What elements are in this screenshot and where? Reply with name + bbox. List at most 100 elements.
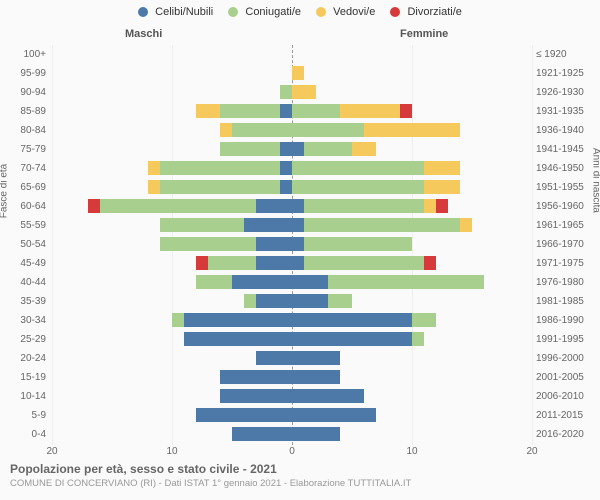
pyramid-row: 60-641956-1960	[52, 197, 532, 216]
bar-segment-ved	[424, 199, 436, 213]
female-bar	[292, 370, 340, 384]
age-label: 10-14	[6, 387, 46, 406]
legend-dot-coniugati	[228, 7, 238, 17]
bar-segment-cel	[292, 351, 340, 365]
pyramid-row: 10-142006-2010	[52, 387, 532, 406]
bar-segment-con	[172, 313, 184, 327]
bar-segment-div	[400, 104, 412, 118]
bar-segment-cel	[292, 218, 304, 232]
pyramid-row: 55-591961-1965	[52, 216, 532, 235]
rows: 100+≤ 192095-991921-192590-941926-193085…	[52, 45, 532, 444]
age-label: 55-59	[6, 216, 46, 235]
female-bar	[292, 199, 448, 213]
bar-segment-ved	[424, 161, 460, 175]
legend-label: Divorziati/e	[407, 6, 461, 18]
birth-label: 1961-1965	[536, 216, 598, 235]
bar-segment-cel	[232, 275, 292, 289]
legend: Celibi/Nubili Coniugati/e Vedovi/e Divor…	[0, 6, 600, 18]
age-label: 80-84	[6, 121, 46, 140]
chart-subtitle: COMUNE DI CONCERVIANO (RI) - Dati ISTAT …	[10, 478, 590, 489]
bar-segment-cel	[280, 180, 292, 194]
bar-segment-con	[160, 237, 256, 251]
birth-label: 1931-1935	[536, 102, 598, 121]
x-tick: 10	[166, 446, 177, 457]
age-label: 0-4	[6, 425, 46, 444]
pyramid-row: 15-192001-2005	[52, 368, 532, 387]
bar-segment-cel	[292, 256, 304, 270]
birth-label: 1971-1975	[536, 254, 598, 273]
birth-label: 2001-2005	[536, 368, 598, 387]
bar-track	[52, 408, 532, 422]
bar-segment-cel	[220, 370, 292, 384]
x-tick: 20	[46, 446, 57, 457]
bar-segment-cel	[256, 237, 292, 251]
grid-line	[532, 45, 533, 445]
female-bar	[292, 142, 376, 156]
bar-segment-cel	[292, 408, 376, 422]
bar-segment-ved	[460, 218, 472, 232]
bar-segment-cel	[196, 408, 292, 422]
bar-segment-cel	[256, 256, 292, 270]
bar-segment-con	[232, 123, 292, 137]
age-label: 35-39	[6, 292, 46, 311]
female-bar	[292, 180, 460, 194]
male-bar	[220, 123, 292, 137]
bar-segment-cel	[292, 389, 364, 403]
bar-track	[52, 85, 532, 99]
bar-segment-div	[88, 199, 100, 213]
birth-label: 1996-2000	[536, 349, 598, 368]
bar-segment-con	[292, 123, 364, 137]
bar-segment-cel	[292, 142, 304, 156]
bar-segment-cel	[244, 218, 292, 232]
bar-track	[52, 47, 532, 61]
birth-label: 1951-1955	[536, 178, 598, 197]
birth-label: ≤ 1920	[536, 45, 598, 64]
bar-segment-con	[304, 218, 460, 232]
label-male: Maschi	[125, 28, 162, 40]
bar-segment-cel	[280, 161, 292, 175]
male-bar	[160, 218, 292, 232]
bar-segment-ved	[220, 123, 232, 137]
bar-segment-ved	[340, 104, 400, 118]
x-tick: 20	[526, 446, 537, 457]
bar-segment-con	[328, 294, 352, 308]
legend-dot-vedovi	[316, 7, 326, 17]
male-bar	[148, 180, 292, 194]
pyramid-row: 35-391981-1985	[52, 292, 532, 311]
bar-segment-con	[100, 199, 256, 213]
bar-segment-cel	[256, 199, 292, 213]
birth-label: 1986-1990	[536, 311, 598, 330]
bar-segment-con	[292, 180, 424, 194]
bar-segment-div	[436, 199, 448, 213]
bar-track	[52, 218, 532, 232]
legend-label: Vedovi/e	[333, 6, 375, 18]
bar-segment-cel	[292, 313, 412, 327]
age-label: 30-34	[6, 311, 46, 330]
male-bar	[196, 256, 292, 270]
bar-segment-cel	[220, 389, 292, 403]
age-label: 25-29	[6, 330, 46, 349]
age-label: 60-64	[6, 197, 46, 216]
pyramid-row: 50-541966-1970	[52, 235, 532, 254]
bar-track	[52, 332, 532, 346]
bar-segment-con	[160, 161, 280, 175]
legend-label: Celibi/Nubili	[155, 6, 213, 18]
bar-segment-con	[412, 332, 424, 346]
bar-segment-cel	[292, 427, 340, 441]
bar-track	[52, 275, 532, 289]
bar-segment-con	[244, 294, 256, 308]
pyramid-row: 25-291991-1995	[52, 330, 532, 349]
bar-track	[52, 237, 532, 251]
age-label: 75-79	[6, 140, 46, 159]
female-bar	[292, 427, 340, 441]
male-bar	[184, 332, 292, 346]
pyramid-row: 95-991921-1925	[52, 64, 532, 83]
age-label: 70-74	[6, 159, 46, 178]
pyramid-row: 70-741946-1950	[52, 159, 532, 178]
bar-track	[52, 199, 532, 213]
legend-item-divorziati: Divorziati/e	[390, 6, 461, 18]
bar-segment-con	[208, 256, 256, 270]
female-bar	[292, 313, 436, 327]
birth-label: 1956-1960	[536, 197, 598, 216]
female-bar	[292, 332, 424, 346]
